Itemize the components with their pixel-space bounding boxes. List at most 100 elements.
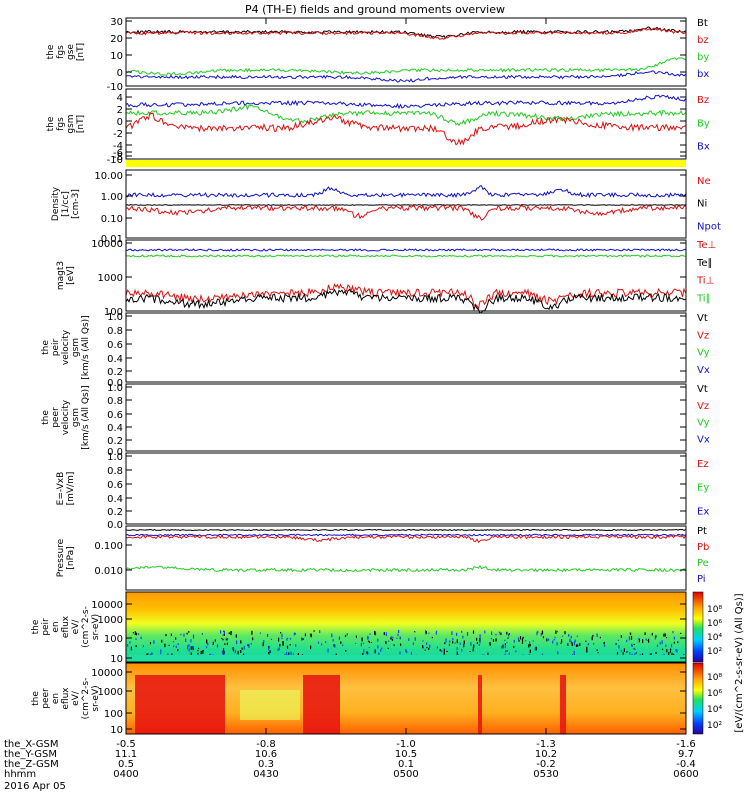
peir-spectrogram-pixel	[591, 636, 593, 641]
peir-spectrogram-pixel	[310, 634, 312, 638]
peir-spectrogram-pixel	[226, 637, 229, 641]
peir-spectrogram-pixel	[631, 645, 633, 647]
series-Te-perp	[126, 248, 686, 252]
peir-spectrogram-pixel	[241, 647, 243, 650]
peir-spectrogram-pixel	[650, 653, 652, 657]
y-axis-label: peir	[51, 338, 61, 356]
peir-spectrogram-pixel	[232, 647, 234, 651]
y-tick-label: 0.2	[107, 507, 123, 518]
peir-spectrogram-pixel	[414, 631, 416, 633]
peir-spectrogram-pixel	[623, 648, 625, 651]
y-axis-label: peer	[41, 688, 51, 709]
y-tick-label: 100	[104, 307, 123, 318]
peir-spectrogram-pixel	[331, 633, 333, 638]
x-tick-label: 10.2	[535, 749, 557, 760]
x-tick-label: 0.3	[258, 759, 274, 770]
peir-spectrogram-pixel	[223, 631, 225, 634]
peir-spectrogram-pixel	[521, 638, 524, 643]
y-tick-label: 0.2	[107, 367, 123, 378]
peir-spectrogram-band	[126, 655, 686, 662]
y-tick-label: 0.0	[107, 447, 123, 458]
peir-spectrogram-pixel	[398, 630, 400, 634]
peir-spectrogram-pixel	[188, 631, 190, 633]
peir-spectrogram-pixel	[222, 648, 225, 652]
y-tick-label: 0.2	[107, 436, 123, 447]
peir-spectrogram-pixel	[344, 634, 347, 638]
peir-spectrogram-pixel	[332, 639, 334, 642]
peir-spectrogram-pixel	[574, 639, 576, 643]
peir-spectrogram-pixel	[644, 632, 646, 635]
peir-spectrogram-pixel	[313, 630, 315, 632]
peir-spectrogram-pixel	[263, 640, 265, 643]
peir-spectrogram-pixel	[223, 630, 225, 632]
peir-spectrogram-pixel	[515, 650, 517, 653]
peir-spectrogram-pixel	[153, 640, 155, 644]
peir-spectrogram-pixel	[134, 631, 136, 635]
peir-spectrogram-pixel	[368, 647, 370, 649]
peir-spectrogram-pixel	[451, 631, 453, 635]
y-tick-label: 0.6	[107, 340, 123, 351]
peir-spectrogram-pixel	[355, 635, 357, 638]
y-axis-label: (cm^2-s-	[81, 606, 91, 648]
peer-spectrogram-red-band	[478, 675, 482, 734]
peir-spectrogram-pixel	[576, 635, 578, 637]
y-axis-label: [nT]	[76, 115, 86, 133]
peir-spectrogram-pixel	[366, 651, 368, 654]
peir-spectrogram-pixel	[443, 648, 445, 652]
x-row-label: the_X-GSM	[4, 739, 58, 750]
y-tick-label: 10	[110, 725, 123, 736]
peir-spectrogram-pixel	[637, 638, 640, 640]
colorbar-tick-label: 10⁶	[707, 689, 722, 699]
peir-spectrogram-pixel	[321, 643, 323, 646]
peir-spectrogram-pixel	[676, 649, 678, 653]
y-tick-label: 4	[117, 93, 123, 104]
series-Ne	[125, 204, 686, 221]
peir-spectrogram-pixel	[212, 641, 214, 645]
peir-spectrogram-pixel	[499, 633, 501, 635]
peir-spectrogram-pixel	[656, 644, 659, 647]
peir-spectrogram-pixel	[173, 645, 175, 648]
y-axis-label: magt3	[56, 261, 66, 290]
series-By	[125, 104, 686, 127]
peir-spectrogram-pixel	[180, 633, 182, 636]
peir-spectrogram-pixel	[557, 651, 559, 655]
peir-spectrogram-pixel	[677, 641, 679, 644]
peir-spectrogram-pixel	[186, 632, 188, 635]
peir-spectrogram-pixel	[293, 632, 295, 636]
peir-spectrogram-pixel	[226, 642, 228, 646]
x-tick-label: 0500	[393, 769, 418, 780]
x-tick-label: 9.7	[678, 749, 694, 760]
peir-spectrogram-pixel	[387, 647, 389, 649]
peir-spectrogram-pixel	[425, 630, 427, 634]
peir-spectrogram-pixel	[304, 633, 306, 637]
y-axis-label: [1/cc]	[61, 191, 71, 217]
peir-spectrogram-pixel	[160, 649, 162, 653]
peir-spectrogram-pixel	[405, 649, 407, 652]
peir-spectrogram-pixel	[248, 644, 250, 648]
peir-spectrogram-pixel	[645, 638, 647, 641]
legend-e-field-2: Ex	[697, 506, 709, 517]
peir-spectrogram-pixel	[422, 645, 424, 649]
peir-spectrogram-pixel	[641, 653, 644, 656]
series-Pb	[125, 534, 686, 544]
peir-spectrogram-pixel	[631, 653, 633, 657]
peir-spectrogram-pixel	[504, 639, 506, 642]
panel-frame-temperature	[125, 239, 687, 312]
legend-fgs-gse-0: Bt	[697, 18, 708, 29]
peir-spectrogram-pixel	[377, 638, 379, 642]
peir-spectrogram-pixel	[262, 642, 264, 647]
peir-spectrogram-pixel	[629, 652, 631, 655]
chart-title: P4 (TH-E) fields and ground moments over…	[245, 3, 505, 16]
y-tick-label: 1.0	[107, 312, 123, 323]
peir-spectrogram-pixel	[521, 642, 524, 644]
peir-spectrogram-pixel	[240, 640, 242, 644]
colorbar-tick-label: 10²	[707, 647, 722, 657]
legend-peir-velocity-3: Vx	[697, 365, 710, 376]
peir-spectrogram-pixel	[425, 631, 427, 634]
y-axis-label: fgs	[56, 45, 66, 59]
peir-spectrogram-pixel	[400, 643, 402, 646]
peir-spectrogram-pixel	[206, 646, 208, 649]
y-axis-label: Density	[51, 186, 61, 221]
peir-spectrogram-pixel	[529, 649, 531, 654]
peir-spectrogram-pixel	[575, 644, 578, 647]
